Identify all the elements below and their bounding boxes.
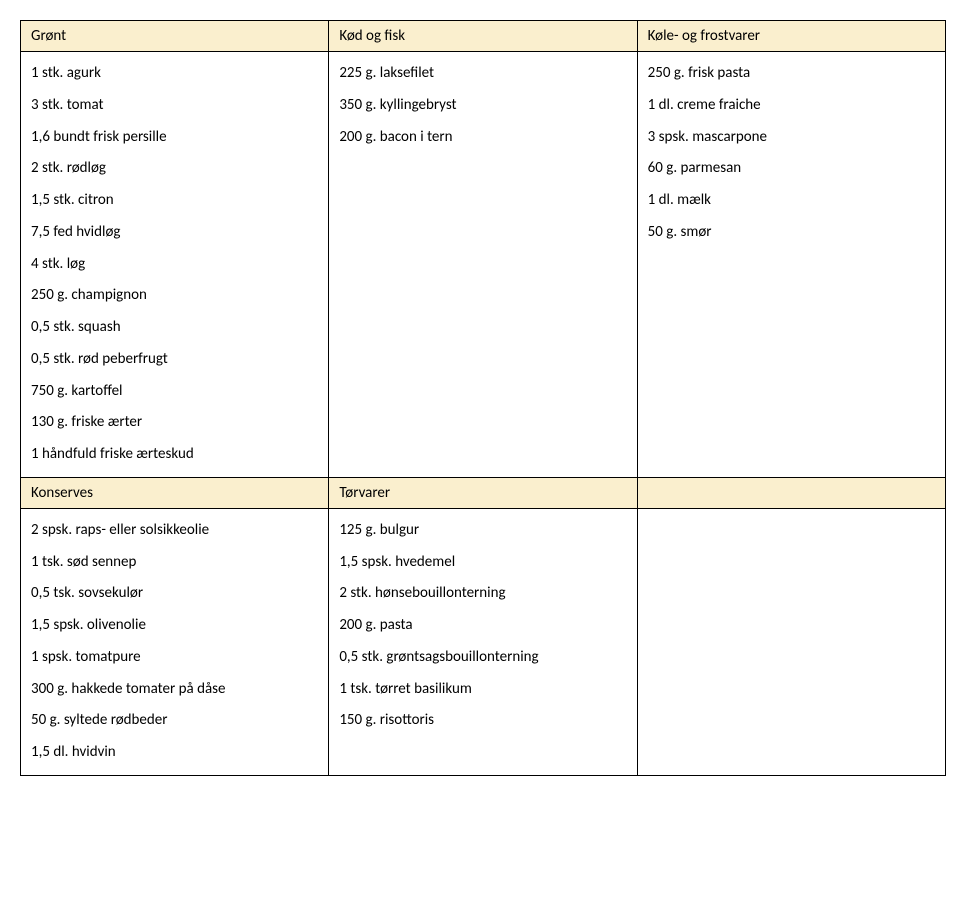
category-header: Konserves <box>21 477 329 508</box>
list-item: 1,5 spsk. olivenolie <box>31 610 318 642</box>
list-item: 300 g. hakkede tomater på dåse <box>31 674 318 706</box>
category-body-row: 1 stk. agurk3 stk. tomat1,6 bundt frisk … <box>21 52 946 478</box>
list-item: 3 spsk. mascarpone <box>648 122 935 154</box>
list-item: 2 stk. rødløg <box>31 153 318 185</box>
list-item: 1,5 stk. citron <box>31 185 318 217</box>
list-item: 1 dl. mælk <box>648 185 935 217</box>
list-item: 2 stk. hønsebouillonterning <box>339 578 626 610</box>
list-item: 150 g. risottoris <box>339 705 626 737</box>
list-item: 60 g. parmesan <box>648 153 935 185</box>
category-header: Tørvarer <box>329 477 637 508</box>
list-item: 750 g. kartoffel <box>31 376 318 408</box>
category-header: Kød og fisk <box>329 21 637 52</box>
list-item: 1,5 spsk. hvedemel <box>339 547 626 579</box>
category-header-row: GrøntKød og fiskKøle- og frostvarer <box>21 21 946 52</box>
category-header <box>637 477 945 508</box>
list-item: 250 g. frisk pasta <box>648 58 935 90</box>
list-item: 7,5 fed hvidløg <box>31 217 318 249</box>
list-item: 200 g. pasta <box>339 610 626 642</box>
category-body: 250 g. frisk pasta1 dl. creme fraiche3 s… <box>637 52 945 478</box>
shopping-list-table: GrøntKød og fiskKøle- og frostvarer1 stk… <box>20 20 946 776</box>
list-item: 0,5 stk. rød peberfrugt <box>31 344 318 376</box>
category-body: 225 g. laksefilet350 g. kyllingebryst200… <box>329 52 637 478</box>
list-item: 50 g. syltede rødbeder <box>31 705 318 737</box>
list-item: 130 g. friske ærter <box>31 407 318 439</box>
category-header-row: KonservesTørvarer <box>21 477 946 508</box>
list-item: 250 g. champignon <box>31 280 318 312</box>
category-header: Grønt <box>21 21 329 52</box>
list-item: 4 stk. løg <box>31 249 318 281</box>
list-item: 125 g. bulgur <box>339 515 626 547</box>
list-item: 1,5 dl. hvidvin <box>31 737 318 769</box>
list-item: 225 g. laksefilet <box>339 58 626 90</box>
list-item: 350 g. kyllingebryst <box>339 90 626 122</box>
list-item: 1 spsk. tomatpure <box>31 642 318 674</box>
category-body-row: 2 spsk. raps- eller solsikkeolie1 tsk. s… <box>21 508 946 775</box>
category-body: 125 g. bulgur1,5 spsk. hvedemel2 stk. hø… <box>329 508 637 775</box>
list-item: 2 spsk. raps- eller solsikkeolie <box>31 515 318 547</box>
list-item: 1 stk. agurk <box>31 58 318 90</box>
list-item: 0,5 tsk. sovsekulør <box>31 578 318 610</box>
list-item: 200 g. bacon i tern <box>339 122 626 154</box>
list-item: 1 håndfuld friske ærteskud <box>31 439 318 471</box>
list-item: 0,5 stk. grøntsagsbouillonterning <box>339 642 626 674</box>
list-item: 1 tsk. sød sennep <box>31 547 318 579</box>
list-item: 3 stk. tomat <box>31 90 318 122</box>
list-item: 0,5 stk. squash <box>31 312 318 344</box>
category-header: Køle- og frostvarer <box>637 21 945 52</box>
category-body: 2 spsk. raps- eller solsikkeolie1 tsk. s… <box>21 508 329 775</box>
category-body: 1 stk. agurk3 stk. tomat1,6 bundt frisk … <box>21 52 329 478</box>
list-item: 1,6 bundt frisk persille <box>31 122 318 154</box>
category-body <box>637 508 945 775</box>
list-item: 50 g. smør <box>648 217 935 249</box>
list-item: 1 tsk. tørret basilikum <box>339 674 626 706</box>
list-item: 1 dl. creme fraiche <box>648 90 935 122</box>
